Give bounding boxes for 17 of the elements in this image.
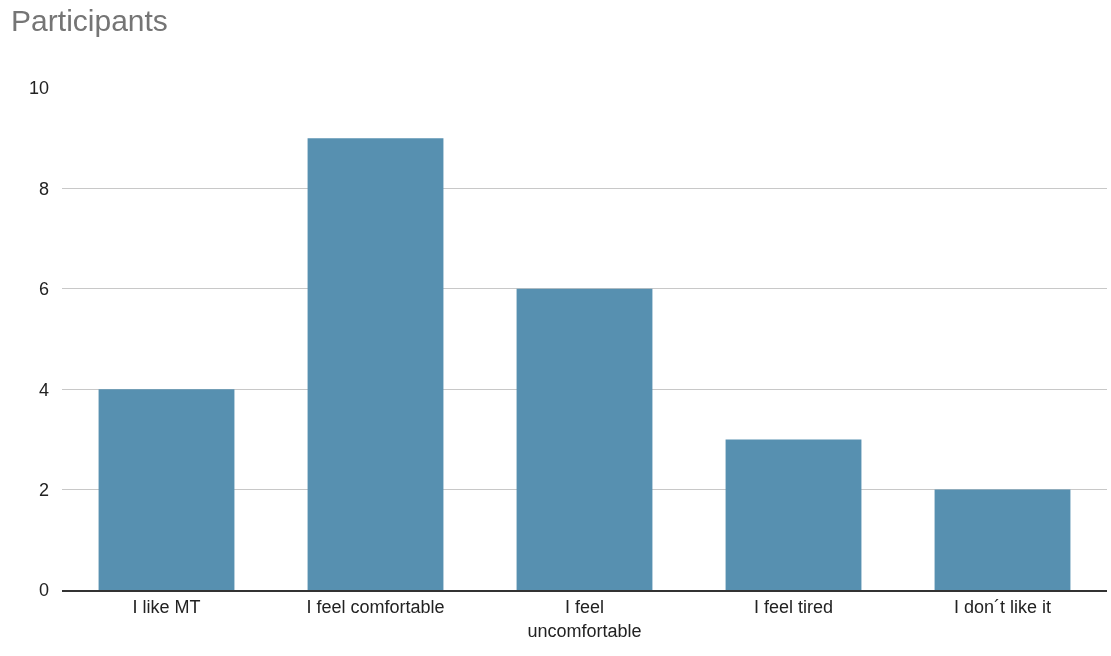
y-tick-label: 6 <box>38 279 49 300</box>
x-tick-label: I don´t like it <box>953 597 1052 618</box>
bar <box>98 389 235 590</box>
y-tick-label: 10 <box>28 78 49 99</box>
x-tick-label: I feel tired <box>753 597 834 618</box>
bar <box>307 138 444 590</box>
bar <box>516 288 653 590</box>
bar <box>934 489 1071 590</box>
y-tick-label: 0 <box>38 580 49 601</box>
y-tick-label: 4 <box>38 379 49 400</box>
x-tick-label: I feel uncomfortable <box>527 597 642 641</box>
chart-title: Participants <box>11 3 168 37</box>
y-tick-label: 2 <box>38 479 49 500</box>
x-tick-label: I like MT <box>132 597 201 618</box>
x-tick-label: I feel comfortable <box>306 597 445 618</box>
y-tick-label: 8 <box>38 178 49 199</box>
bar <box>725 439 862 590</box>
